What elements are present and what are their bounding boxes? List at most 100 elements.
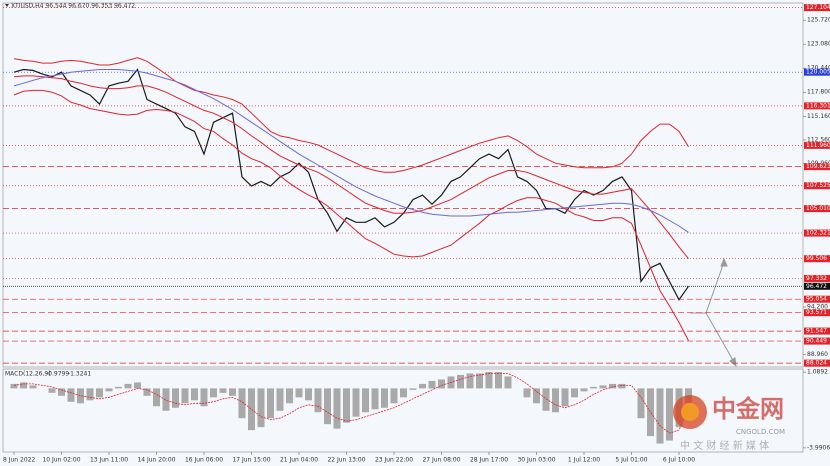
- macd-bar: [143, 388, 151, 396]
- level-label-box: [804, 102, 830, 110]
- level-label-box: [804, 295, 830, 303]
- y-tick-label: 125.720: [807, 17, 830, 24]
- level-label-box: [804, 163, 830, 171]
- level-label: 88.024: [806, 360, 827, 367]
- macd-bar: [58, 388, 65, 396]
- signal-value: -1.3241: [68, 371, 91, 378]
- macd-bar: [181, 388, 189, 404]
- macd-bar: [590, 386, 597, 389]
- macd-bar: [200, 388, 208, 407]
- x-tick-label: 17 Jun 15:00: [232, 457, 270, 464]
- macd-bar: [248, 388, 255, 431]
- macd-bar: [219, 388, 227, 393]
- macd-bar: [523, 388, 531, 398]
- x-tick-label: 21 Jun 04:00: [280, 457, 318, 464]
- macd-bar: [267, 388, 274, 419]
- macd-bar: [571, 388, 578, 398]
- macd-bar: [257, 388, 265, 428]
- x-tick-label: 14 Jun 20:00: [137, 457, 175, 464]
- series-line: [13, 69, 689, 233]
- macd-bar: [276, 388, 284, 411]
- macd-bar: [238, 388, 246, 419]
- series-line: [13, 68, 689, 301]
- series-line: [13, 75, 689, 260]
- macd-bar: [324, 388, 331, 425]
- level-label: 109.623: [806, 163, 830, 170]
- x-tick-label: 5 Jul 01:00: [615, 457, 647, 464]
- macd-bar: [29, 385, 37, 389]
- level-label: 95.054: [806, 296, 827, 303]
- level-label-box: [804, 229, 830, 237]
- macd-bar: [362, 388, 369, 413]
- x-tick-label: 22 Jun 13:00: [327, 457, 365, 464]
- macd-bar: [115, 386, 122, 389]
- level-label: 105.010: [806, 205, 830, 212]
- macd-bar: [10, 383, 18, 389]
- level-label-box: [804, 337, 830, 345]
- level-label-box: [804, 4, 830, 12]
- macd-bar: [457, 374, 464, 389]
- macd-bar: [77, 388, 84, 404]
- macd-bar: [86, 388, 94, 401]
- level-label: 120.005: [806, 69, 830, 76]
- watermark-slogan: 中 文 财 经 新 媒 体: [680, 439, 769, 452]
- macd-title: MACD(12,26,9): [5, 371, 51, 378]
- macd-bar: [134, 382, 141, 389]
- macd-bar: [466, 373, 474, 389]
- macd-bar: [48, 388, 56, 393]
- x-tick-label: 10 Jun 02:00: [42, 457, 80, 464]
- chart-title: XTIUSD,H4 96.544 96.670 96.353 96.472: [11, 3, 135, 10]
- macd-bar: [409, 388, 417, 390]
- level-label-box: [804, 255, 830, 263]
- x-tick-label: 1 Jul 12:00: [568, 457, 600, 464]
- macd-bar: [352, 388, 360, 417]
- macd-bar: [504, 376, 512, 389]
- level-label: 102.321: [806, 230, 830, 237]
- macd-bar: [419, 383, 426, 389]
- level-label: 93.571: [806, 309, 827, 316]
- macd-bar: [656, 388, 664, 444]
- macd-bar: [305, 388, 312, 401]
- macd-bar: [390, 388, 398, 404]
- macd-bar: [609, 383, 616, 389]
- level-label: 97.332: [806, 275, 827, 282]
- y-tick-label: 123.080: [807, 41, 830, 48]
- macd-bar: [381, 388, 388, 408]
- macd-bar: [400, 388, 407, 398]
- macd-bar: [153, 388, 160, 407]
- macd-bar: [20, 382, 27, 389]
- macd-bar: [533, 388, 540, 404]
- macd-bar: [647, 388, 654, 437]
- x-tick-label: 30 Jun 03:00: [517, 457, 555, 464]
- macd-bar: [105, 388, 113, 392]
- level-label-box: [804, 182, 830, 190]
- macd-bar: [229, 388, 236, 396]
- y-tick-label: 115.160: [807, 113, 830, 120]
- macd-bar: [333, 388, 341, 429]
- macd-bar: [172, 388, 179, 408]
- macd-bar: [286, 388, 293, 404]
- macd-bar: [67, 388, 75, 402]
- level-label-box: [804, 205, 830, 213]
- x-tick-label: 16 Jun 06:00: [185, 457, 223, 464]
- macd-bar: [438, 379, 445, 389]
- level-label-box: [804, 282, 830, 290]
- macd-bar: [210, 388, 217, 398]
- macd-bar: [666, 388, 673, 441]
- level-label-box: [804, 359, 830, 367]
- macd-bar: [476, 373, 483, 389]
- level-label-box: [804, 327, 830, 335]
- level-label-box: [804, 309, 830, 317]
- macd-bar: [191, 388, 198, 401]
- macd-bar: [96, 388, 103, 398]
- macd-bar: [295, 388, 303, 398]
- macd-bar: [124, 383, 132, 389]
- x-tick-label: 13 Jun 11:00: [90, 457, 128, 464]
- macd-value: -0.9799: [46, 371, 69, 378]
- macd-bar: [580, 388, 588, 392]
- macd-bar: [371, 388, 379, 410]
- macd-bar: [637, 388, 645, 419]
- y-tick-label: -3.9906: [807, 444, 830, 451]
- watermark-site: CNGOLD.COM: [736, 428, 785, 436]
